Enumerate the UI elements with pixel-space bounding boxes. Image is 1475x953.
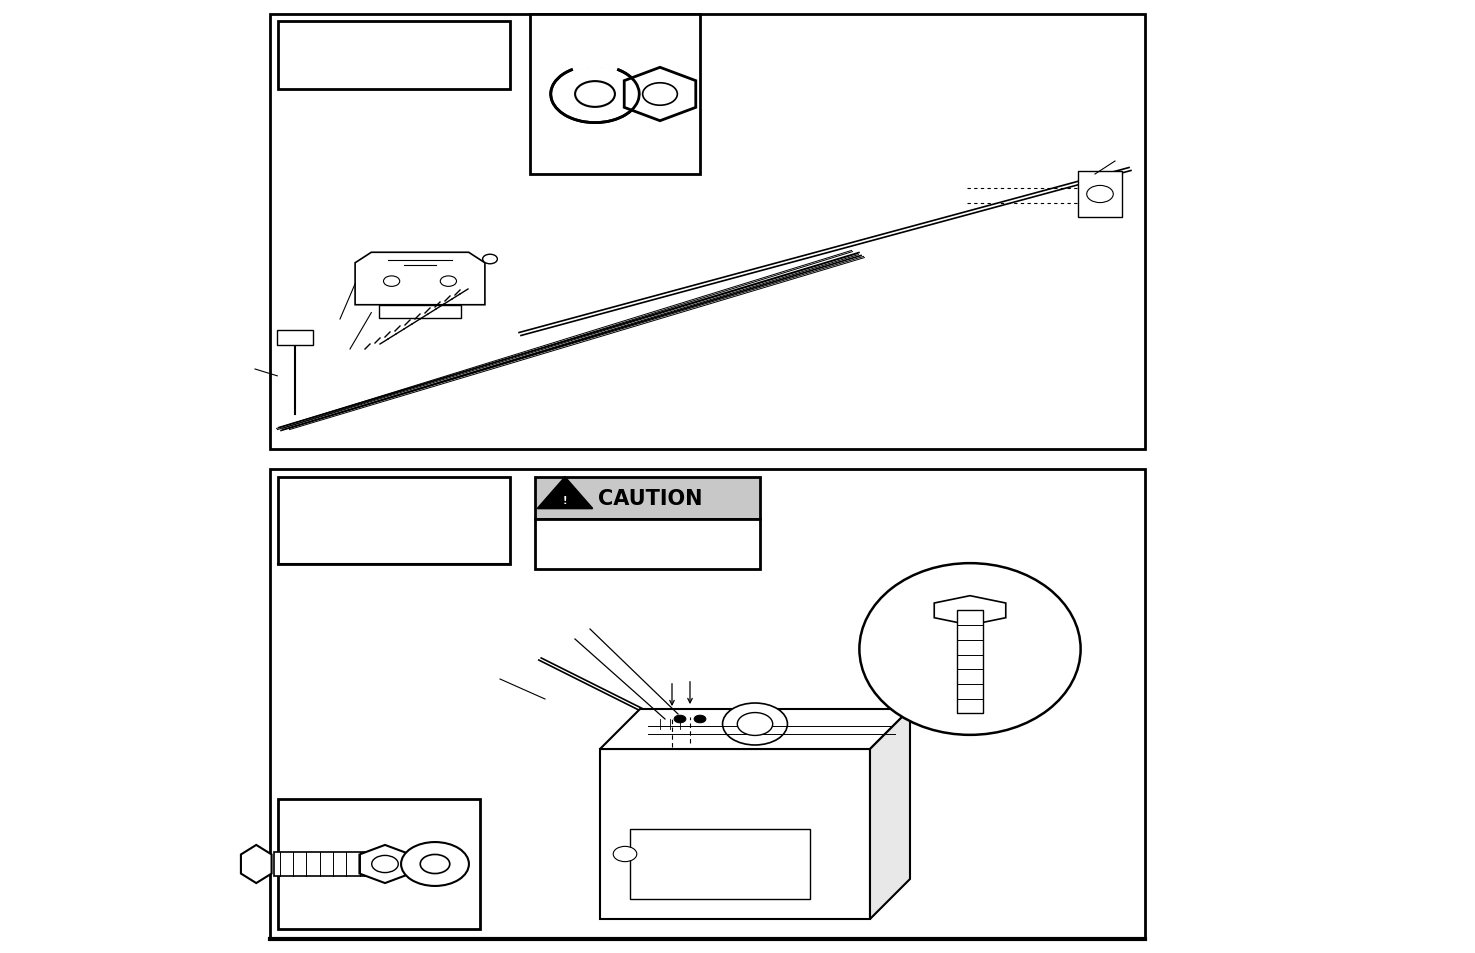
Circle shape [401,842,469,886]
Text: CAUTION: CAUTION [597,489,702,509]
Circle shape [420,855,450,874]
Polygon shape [870,709,910,919]
Polygon shape [600,709,910,749]
Bar [957,611,984,714]
Polygon shape [624,69,696,122]
Text: !: ! [563,496,568,506]
Circle shape [372,856,398,873]
Polygon shape [934,596,1006,625]
Bar [1078,172,1122,217]
Bar [277,331,313,346]
Bar [600,749,870,919]
Ellipse shape [860,563,1081,735]
Circle shape [440,276,456,287]
Circle shape [384,276,400,287]
Circle shape [575,82,615,108]
Circle shape [674,716,686,723]
Polygon shape [360,845,410,883]
Circle shape [1087,186,1114,203]
Bar [270,470,1145,939]
Bar [530,15,701,174]
Bar [379,305,460,318]
Circle shape [550,67,639,124]
Bar [270,15,1145,450]
Circle shape [738,713,773,736]
Bar [630,829,810,899]
Circle shape [643,84,677,106]
Circle shape [614,846,637,862]
Circle shape [695,716,707,723]
Bar [535,477,760,519]
Bar [277,22,510,90]
Polygon shape [355,253,485,305]
Circle shape [482,255,497,265]
Circle shape [723,703,788,745]
Bar [535,519,760,569]
Bar [277,477,510,564]
Polygon shape [537,477,593,509]
Bar [274,852,375,877]
Bar [277,800,479,929]
Polygon shape [240,845,271,883]
